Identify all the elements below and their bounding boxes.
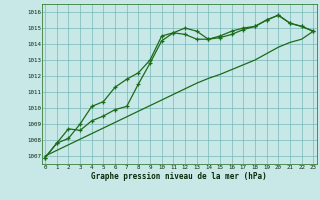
X-axis label: Graphe pression niveau de la mer (hPa): Graphe pression niveau de la mer (hPa)	[91, 172, 267, 181]
